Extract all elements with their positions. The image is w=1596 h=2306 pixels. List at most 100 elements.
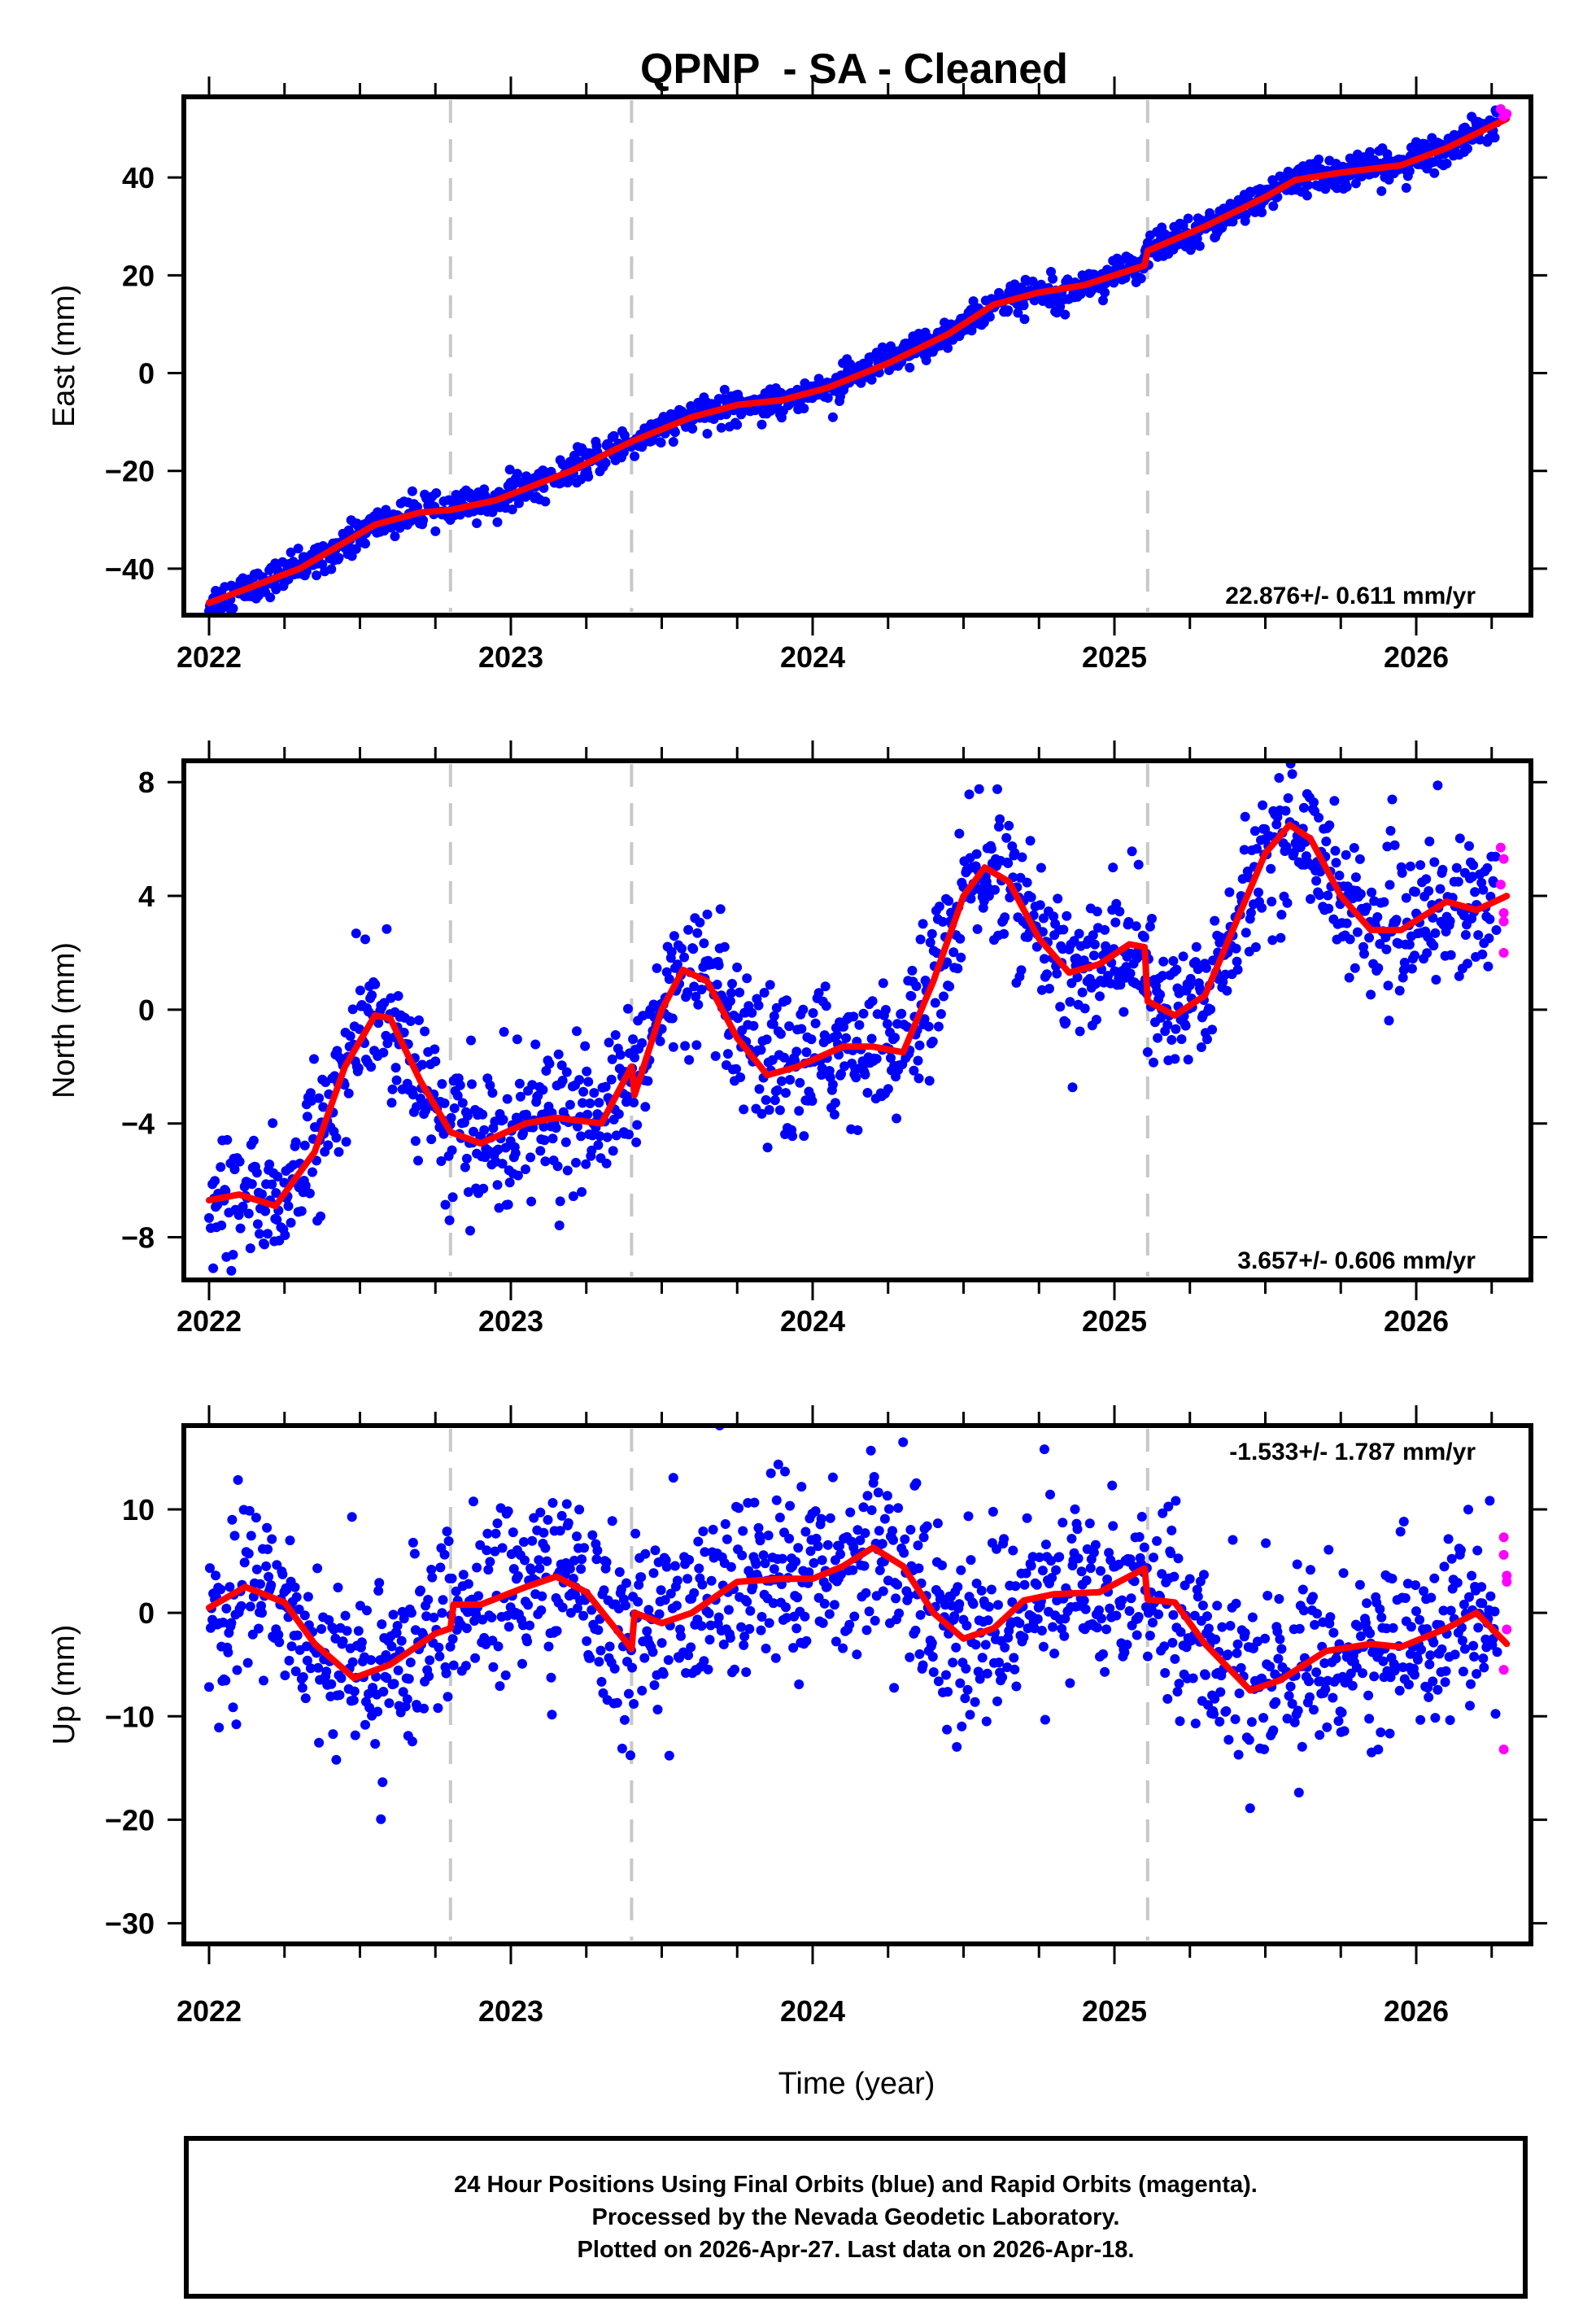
data-point-final — [1275, 1634, 1285, 1644]
data-point-final — [858, 1008, 869, 1019]
data-point-final — [816, 1513, 826, 1524]
data-point-final — [340, 1610, 351, 1621]
data-point-final — [1284, 749, 1294, 758]
data-point-final — [688, 944, 699, 954]
data-point-final — [386, 1641, 397, 1652]
data-point-final — [1108, 863, 1119, 873]
data-point-final — [502, 1610, 512, 1621]
data-point-final — [884, 1504, 894, 1514]
data-point-final — [583, 1077, 594, 1087]
x-tick-label: 2026 — [1384, 1304, 1449, 1338]
data-point-final — [274, 1637, 285, 1648]
data-point-final — [418, 515, 429, 526]
data-point-final — [439, 1098, 450, 1108]
data-point-final — [712, 980, 722, 989]
data-point-final — [426, 1134, 437, 1145]
data-point-final — [818, 1618, 828, 1628]
data-point-final — [1302, 190, 1312, 201]
data-point-final — [281, 1584, 292, 1595]
data-point-final — [1036, 863, 1046, 873]
data-point-final — [1428, 1637, 1439, 1648]
data-point-final — [419, 1703, 430, 1714]
data-point-final — [739, 1640, 749, 1650]
data-point-final — [208, 1263, 219, 1273]
data-point-final — [838, 1643, 848, 1653]
data-point-final — [1098, 295, 1108, 306]
data-point-final — [264, 1571, 274, 1582]
data-point-final — [239, 1557, 250, 1568]
data-point-final — [569, 1555, 579, 1566]
data-point-final — [948, 947, 959, 958]
data-point-final — [906, 991, 917, 1002]
data-point-final — [581, 1159, 591, 1169]
data-point-final — [378, 1687, 389, 1697]
data-point-final — [1038, 1641, 1049, 1652]
data-point-final — [995, 814, 1005, 824]
data-point-final — [445, 1641, 456, 1652]
data-point-final — [286, 1641, 297, 1652]
data-point-final — [849, 1611, 860, 1622]
data-point-final — [1157, 1569, 1167, 1579]
data-point-final — [666, 946, 677, 957]
data-point-final — [1215, 1687, 1226, 1697]
data-point-final — [777, 1553, 787, 1564]
data-point-final — [994, 822, 1004, 832]
data-point-final — [1432, 1684, 1443, 1695]
data-point-final — [309, 1054, 319, 1064]
data-point-final — [329, 1071, 340, 1081]
data-point-final — [300, 1693, 311, 1704]
data-point-final — [696, 985, 707, 995]
data-point-final — [822, 1540, 833, 1550]
data-point-final — [1304, 1676, 1314, 1687]
data-point-final — [386, 1098, 397, 1108]
data-point-final — [1329, 796, 1340, 806]
data-point-final — [431, 488, 442, 498]
data-point-final — [736, 1622, 747, 1632]
data-point-final — [1234, 1688, 1245, 1699]
data-point-final — [1282, 898, 1293, 908]
data-point-final — [965, 1710, 975, 1720]
data-point-final — [1185, 973, 1196, 984]
data-point-final — [238, 1201, 248, 1212]
data-point-final — [1072, 972, 1083, 983]
data-point-final — [1174, 1679, 1184, 1689]
data-point-final — [286, 1217, 296, 1228]
data-point-final — [307, 1095, 316, 1106]
data-point-final — [261, 1561, 272, 1571]
data-point-final — [703, 1664, 713, 1675]
data-point-final — [1415, 860, 1426, 871]
data-point-final — [796, 1024, 807, 1034]
data-point-final — [543, 1514, 553, 1525]
data-point-final — [223, 1647, 233, 1657]
data-point-final — [376, 1814, 386, 1824]
data-point-final — [1297, 1584, 1308, 1595]
data-point-final — [851, 1072, 861, 1083]
data-point-final — [1036, 985, 1047, 995]
data-point-final — [599, 1585, 609, 1596]
data-point-final — [1315, 890, 1325, 900]
data-point-final — [364, 1702, 375, 1713]
data-point-final — [801, 1636, 812, 1646]
data-point-final — [544, 1059, 555, 1069]
data-point-final — [1365, 146, 1376, 157]
data-point-final — [1079, 1596, 1089, 1605]
data-point-final — [305, 1088, 316, 1098]
data-point-final — [1250, 942, 1261, 952]
data-point-final — [502, 1094, 512, 1104]
data-point-final — [1201, 1670, 1210, 1680]
data-point-final — [761, 1034, 772, 1045]
data-point-final — [980, 1640, 991, 1650]
data-point-final — [307, 1167, 317, 1177]
data-point-final — [695, 917, 705, 928]
data-point-final — [1125, 1554, 1136, 1565]
data-point-final — [608, 430, 619, 441]
y-tick-label: 0 — [138, 357, 155, 391]
data-point-final — [871, 1054, 882, 1064]
data-point-final — [374, 1578, 385, 1588]
data-point-final — [1305, 1692, 1315, 1702]
data-point-final — [1406, 1622, 1416, 1632]
data-point-final — [255, 1579, 265, 1589]
data-point-final — [924, 1076, 935, 1086]
data-point-final — [1428, 941, 1439, 951]
data-point-final — [1002, 1662, 1013, 1672]
